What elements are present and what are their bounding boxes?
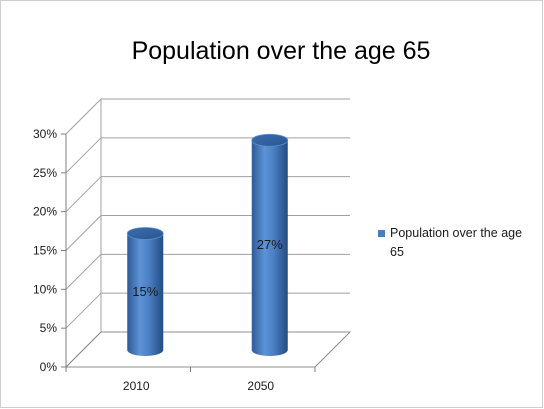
legend-label-line: Population over the age [390, 226, 522, 240]
bar-top-cap [251, 133, 289, 147]
plot-area: 0% 5% 10% 15% 20% 25% 30% 15% 2010 27% 2050 [33, 98, 352, 393]
side-wall-line [65, 292, 102, 329]
side-wall-line [65, 215, 102, 251]
y-tick-label: 0% [40, 360, 58, 374]
legend: Population over the age 65 [378, 226, 522, 259]
data-label: 27% [257, 237, 283, 252]
data-label: 15% [132, 284, 158, 299]
y-tick-label: 20% [33, 205, 57, 219]
chart-floor [64, 331, 352, 368]
y-tick-label: 25% [33, 166, 57, 180]
side-wall-line [65, 176, 102, 213]
y-tick-label: 5% [40, 321, 58, 335]
legend-swatch [378, 230, 385, 237]
side-wall-line [65, 98, 102, 135]
x-tick-label: 2010 [123, 379, 150, 393]
legend-label: Population over the age 65 [390, 226, 522, 259]
side-wall-line [65, 137, 102, 174]
y-tick-label: 10% [33, 282, 57, 296]
bar-cylinder [126, 227, 164, 356]
y-tick-label: 15% [33, 244, 57, 258]
side-wall-line [65, 253, 102, 290]
bar-body [251, 140, 288, 356]
x-tick-label: 2050 [247, 379, 274, 393]
bar-body [127, 233, 164, 356]
bar-top-cap [126, 227, 164, 240]
bar-cylinder [251, 133, 289, 356]
chart-title: Population over the age 65 [132, 37, 431, 65]
y-tick-label: 30% [33, 127, 57, 141]
legend-label-line: 65 [390, 245, 404, 259]
